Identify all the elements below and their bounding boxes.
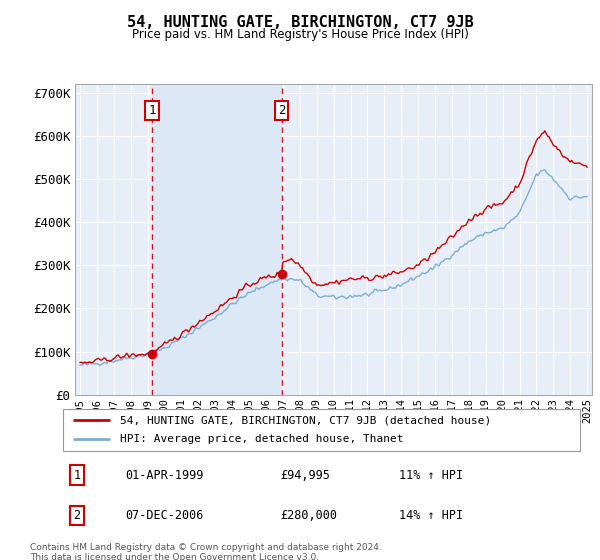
Text: 11% ↑ HPI: 11% ↑ HPI: [399, 469, 463, 482]
Text: HPI: Average price, detached house, Thanet: HPI: Average price, detached house, Than…: [120, 435, 403, 445]
Text: 1: 1: [73, 469, 80, 482]
Text: 54, HUNTING GATE, BIRCHINGTON, CT7 9JB: 54, HUNTING GATE, BIRCHINGTON, CT7 9JB: [127, 15, 473, 30]
FancyBboxPatch shape: [63, 409, 580, 451]
Text: 1: 1: [148, 104, 155, 117]
Text: 2: 2: [278, 104, 285, 117]
Text: Price paid vs. HM Land Registry's House Price Index (HPI): Price paid vs. HM Land Registry's House …: [131, 28, 469, 41]
Text: £94,995: £94,995: [280, 469, 330, 482]
Bar: [152, 84, 281, 395]
Text: £280,000: £280,000: [280, 509, 337, 522]
Text: 54, HUNTING GATE, BIRCHINGTON, CT7 9JB (detached house): 54, HUNTING GATE, BIRCHINGTON, CT7 9JB (…: [120, 415, 491, 425]
Text: 01-APR-1999: 01-APR-1999: [125, 469, 203, 482]
Text: Contains HM Land Registry data © Crown copyright and database right 2024.
This d: Contains HM Land Registry data © Crown c…: [30, 543, 382, 560]
Text: 2: 2: [73, 509, 80, 522]
Text: 14% ↑ HPI: 14% ↑ HPI: [399, 509, 463, 522]
Text: 07-DEC-2006: 07-DEC-2006: [125, 509, 203, 522]
